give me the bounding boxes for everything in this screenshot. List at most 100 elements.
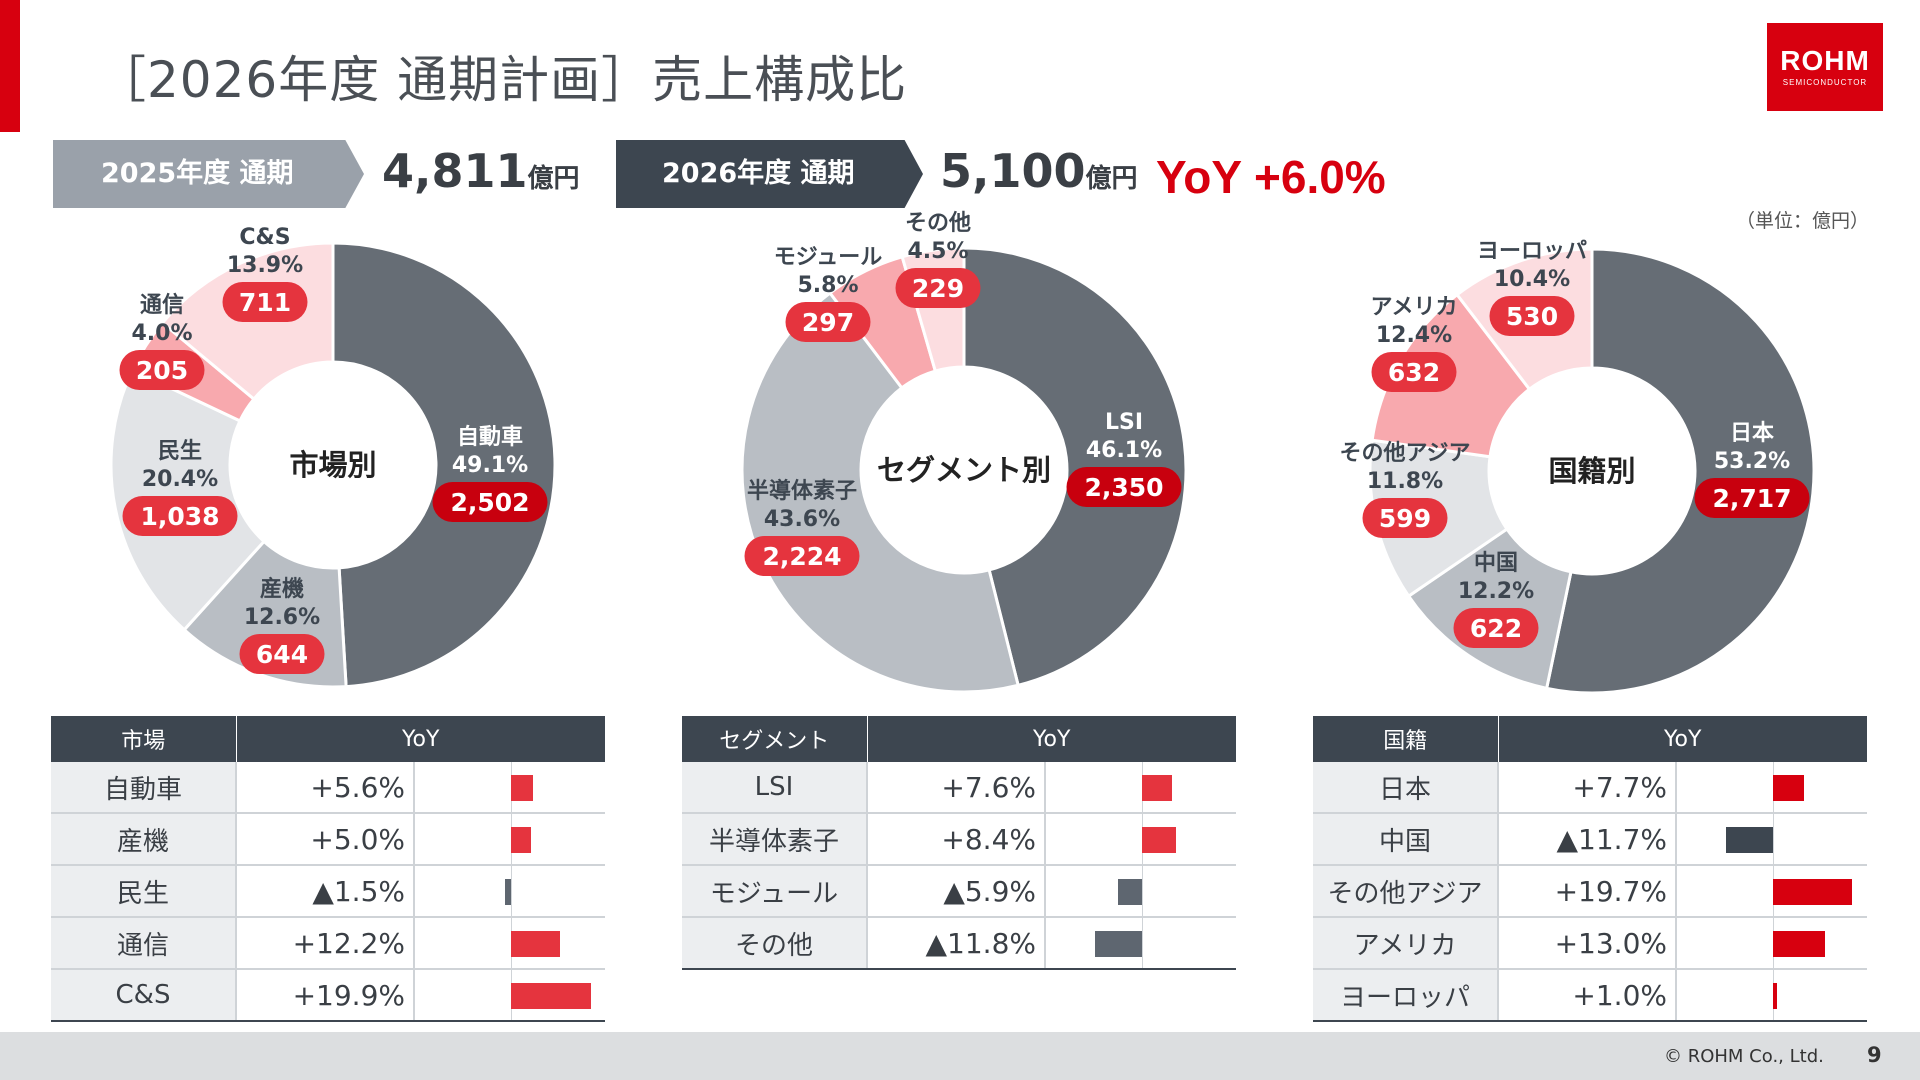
segment-slice-1 [740, 290, 1020, 694]
nationality-row-bar-cell [1675, 762, 1867, 813]
nationality-row-yoy: +1.0% [1497, 968, 1676, 1022]
nationality-row-name: アメリカ [1313, 916, 1498, 969]
segment-row-yoy: ▲11.8% [866, 916, 1045, 970]
segment-slice-value-1: 2,224 [762, 542, 841, 571]
title-accent-bar [0, 0, 20, 132]
nationality-yoy-bar [1773, 879, 1852, 905]
segment-slice-label-2: モジュール [774, 245, 882, 270]
segment-row-yoy: +7.6% [866, 762, 1045, 813]
market-row-bar-cell [413, 968, 605, 1022]
market-value-pill-1 [239, 634, 325, 674]
market-table-row: C&S +19.9% [51, 968, 605, 1022]
segment-slice-value-2: 297 [802, 308, 854, 337]
page-number: 9 [1867, 1043, 1882, 1067]
nationality-value-pill-2 [1362, 498, 1448, 538]
market-value-pill-0 [432, 482, 548, 522]
market-table-row: 通信 +12.2% [51, 916, 605, 969]
segment-slice-label-0: LSI [1105, 410, 1143, 435]
segment-table-row: モジュール ▲5.9% [682, 864, 1236, 917]
segment-value-pill-2 [785, 302, 871, 342]
market-row-yoy: +19.9% [235, 968, 414, 1022]
market-value-pill-4 [222, 282, 308, 322]
nationality-yoy-bar [1773, 983, 1777, 1009]
market-yoy-bar [511, 827, 531, 853]
nationality-zero-line [1773, 814, 1774, 864]
fy2026-total-unit: 億円 [1085, 164, 1138, 194]
nationality-slice-0 [1544, 247, 1816, 695]
nationality-col-header-yoy: YoY [1498, 716, 1867, 762]
nationality-slice-percent-1: 12.2% [1458, 579, 1534, 604]
nationality-yoy-bar [1726, 827, 1773, 853]
fy2026-total-value: 5,100 [940, 144, 1086, 198]
market-slice-label-2: 民生 [158, 439, 202, 464]
market-slice-percent-1: 12.6% [244, 605, 320, 630]
segment-row-name: LSI [682, 762, 867, 813]
market-row-bar-cell [413, 812, 605, 865]
segment-yoy-bar [1118, 879, 1142, 905]
segment-table-row: 半導体素子 +8.4% [682, 812, 1236, 865]
nationality-table-row: アメリカ +13.0% [1313, 916, 1867, 969]
segment-slice-value-0: 2,350 [1084, 473, 1163, 502]
market-slice-label-1: 産機 [260, 576, 304, 602]
market-table-row: 民生 ▲1.5% [51, 864, 605, 917]
market-value-pill-2 [122, 496, 238, 536]
market-yoy-table: 市場 YoY 自動車 +5.6% 産機 +5.0% 民生 ▲1.5% 通信 +12.2% C&S +1… [51, 716, 605, 1022]
segment-row-name: モジュール [682, 864, 867, 917]
nationality-slice-label-0: 日本 [1730, 421, 1774, 446]
fy2025-total-unit: 億円 [527, 164, 580, 194]
market-row-name: 自動車 [51, 762, 236, 813]
segment-row-yoy: ▲5.9% [866, 864, 1045, 917]
yoy-total: YoY +6.0% [1156, 151, 1386, 203]
nationality-slice-value-0: 2,717 [1712, 484, 1791, 513]
fy2025-total: 4,811億円 [382, 144, 580, 198]
nationality-row-name: ヨーロッパ [1313, 968, 1498, 1022]
segment-slice-value-3: 229 [912, 274, 964, 303]
fy2026-total: 5,100億円 [940, 144, 1138, 198]
segment-row-yoy: +8.4% [866, 812, 1045, 865]
nationality-table-row: 日本 +7.7% [1313, 762, 1867, 813]
nationality-slice-percent-0: 53.2% [1714, 449, 1790, 474]
logo-brand: ROHM [1780, 45, 1870, 76]
market-row-bar-cell [413, 762, 605, 813]
nationality-row-bar-cell [1675, 968, 1867, 1022]
market-yoy-bar [511, 775, 534, 801]
market-slice-percent-0: 49.1% [452, 453, 528, 478]
market-row-name: 民生 [51, 864, 236, 917]
nationality-yoy-table: 国籍 YoY 日本 +7.7% 中国 ▲11.7% その他アジア +19.7% アメリカ +13.… [1313, 716, 1867, 1022]
market-table-row: 自動車 +5.6% [51, 762, 605, 813]
nationality-row-yoy: +19.7% [1497, 864, 1676, 917]
nationality-slice-value-1: 622 [1470, 614, 1522, 643]
market-table-row: 産機 +5.0% [51, 812, 605, 865]
nationality-slice-label-2: その他アジア [1339, 441, 1470, 466]
market-row-name: 通信 [51, 916, 236, 969]
market-col-header-name: 市場 [51, 716, 237, 762]
nationality-row-yoy: +7.7% [1497, 762, 1676, 813]
market-row-bar-cell [413, 864, 605, 917]
nationality-row-yoy: ▲11.7% [1497, 812, 1676, 865]
segment-row-bar-cell [1044, 762, 1236, 813]
footer-bar [0, 1032, 1920, 1080]
market-slice-value-4: 711 [239, 288, 291, 317]
segment-col-header-yoy: YoY [867, 716, 1236, 762]
market-zero-line [511, 866, 512, 916]
segment-row-bar-cell [1044, 864, 1236, 917]
segment-value-pill-1 [744, 536, 860, 576]
market-slice-value-3: 205 [136, 356, 188, 385]
nationality-slice-label-4: ヨーロッパ [1477, 239, 1587, 264]
nationality-slice-value-2: 599 [1379, 504, 1431, 533]
nationality-row-name: 中国 [1313, 812, 1498, 865]
segment-value-pill-0 [1066, 467, 1182, 507]
market-row-name: 産機 [51, 812, 236, 865]
nationality-table-row: ヨーロッパ +1.0% [1313, 968, 1867, 1022]
fy2025-label: 2025年度 通期 [53, 140, 364, 208]
market-row-name: C&S [51, 968, 236, 1022]
segment-row-bar-cell [1044, 812, 1236, 865]
market-slice-value-2: 1,038 [140, 502, 219, 531]
segment-slice-label-3: その他 [905, 211, 971, 236]
nationality-slice-label-1: 中国 [1474, 551, 1518, 576]
market-slice-percent-3: 4.0% [131, 321, 192, 346]
nationality-center-label: 国籍別 [1548, 454, 1635, 488]
nationality-slice-percent-3: 12.4% [1376, 323, 1452, 348]
segment-yoy-table: セグメント YoY LSI +7.6% 半導体素子 +8.4% モジュール ▲5.9% その他 ▲… [682, 716, 1236, 970]
